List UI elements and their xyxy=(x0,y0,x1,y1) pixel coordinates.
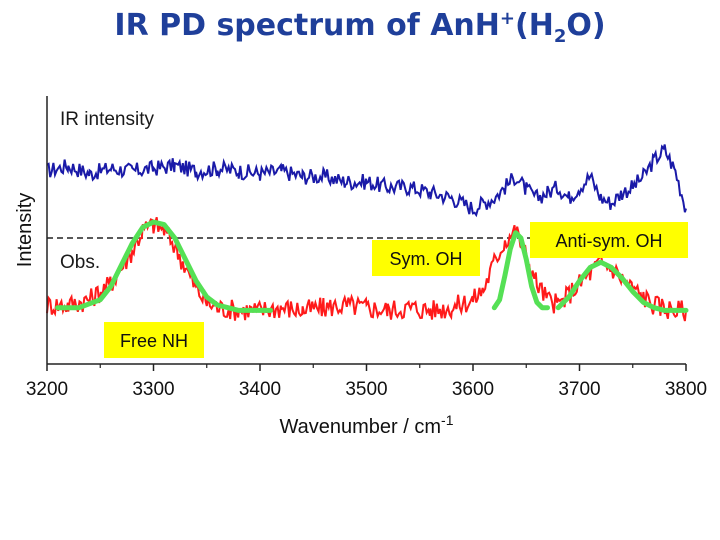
x-tick-label: 3500 xyxy=(345,379,387,400)
annotation-box xyxy=(104,322,204,358)
x-tick-label: 3300 xyxy=(132,379,174,400)
x-tick-label: 3400 xyxy=(239,379,281,400)
x-axis-label: Wavenumber / cm-1 xyxy=(280,412,454,438)
annotation-box xyxy=(372,240,480,276)
title-h: H xyxy=(474,8,500,43)
annotation-label: Sym. OH xyxy=(389,249,462,269)
x-tick-label: 3800 xyxy=(665,379,707,400)
x-tick-label: 3700 xyxy=(558,379,600,400)
title-sub: 2 xyxy=(553,26,567,47)
series-ir-intensity xyxy=(46,144,687,218)
annotation-box xyxy=(530,222,688,258)
title-charge: + xyxy=(499,8,515,29)
series-label-ir-intensity: IR intensity xyxy=(60,109,154,130)
title-prefix: IR PD spectrum of An xyxy=(114,8,475,43)
fit-curve-3 xyxy=(555,259,689,313)
title-open: (H xyxy=(515,8,554,43)
annotation-label: Free NH xyxy=(120,331,188,351)
x-tick-label: 3200 xyxy=(26,379,68,400)
series-label-observed: Obs. xyxy=(60,252,100,273)
series-observed xyxy=(46,216,687,322)
x-tick-label: 3600 xyxy=(452,379,494,400)
slide-title: IR PD spectrum of AnH+(H2O) xyxy=(0,8,720,47)
annotation-label: Anti-sym. OH xyxy=(555,231,662,251)
title-close: O) xyxy=(566,8,606,43)
y-axis-label: Intensity xyxy=(14,193,36,267)
fit-curve-2 xyxy=(491,230,550,311)
fit-curve-1 xyxy=(55,219,274,313)
